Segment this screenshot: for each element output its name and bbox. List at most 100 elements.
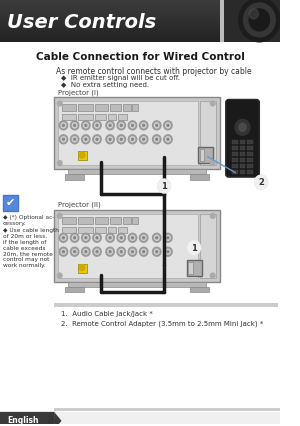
Circle shape — [83, 249, 88, 254]
Circle shape — [140, 247, 148, 256]
Bar — [240, 158, 245, 162]
Text: Projector (I): Projector (I) — [58, 89, 99, 96]
Circle shape — [233, 103, 252, 122]
Bar — [0, 17, 280, 18]
Bar — [220, 0, 224, 44]
Circle shape — [130, 137, 135, 142]
Circle shape — [164, 135, 172, 144]
Bar — [247, 140, 253, 144]
Bar — [0, 39, 280, 40]
Bar — [222, 0, 280, 44]
Circle shape — [83, 123, 88, 128]
Circle shape — [131, 251, 134, 253]
Bar — [188, 262, 193, 273]
Circle shape — [152, 121, 161, 130]
Circle shape — [164, 233, 172, 242]
Text: 2: 2 — [258, 178, 264, 187]
Circle shape — [59, 121, 68, 130]
Bar — [232, 170, 238, 174]
Text: 26: 26 — [46, 416, 56, 425]
Circle shape — [166, 249, 170, 254]
Circle shape — [93, 233, 101, 242]
Bar — [190, 174, 209, 180]
Circle shape — [70, 135, 79, 144]
Bar — [0, 4, 280, 5]
Bar — [0, 29, 280, 30]
Circle shape — [156, 251, 158, 253]
Bar — [58, 101, 198, 165]
Circle shape — [130, 123, 135, 128]
Circle shape — [117, 135, 125, 144]
Circle shape — [82, 233, 90, 242]
Bar — [240, 152, 245, 156]
Circle shape — [106, 247, 114, 256]
Circle shape — [141, 235, 146, 240]
Circle shape — [85, 124, 87, 127]
Circle shape — [95, 249, 99, 254]
Circle shape — [141, 249, 146, 254]
Bar — [247, 152, 253, 156]
Circle shape — [57, 273, 62, 278]
Circle shape — [117, 233, 125, 242]
Bar — [232, 152, 238, 156]
Bar — [232, 140, 238, 144]
Circle shape — [109, 251, 111, 253]
Text: ◆  No extra setting need.: ◆ No extra setting need. — [61, 81, 149, 88]
Circle shape — [119, 123, 124, 128]
Circle shape — [74, 251, 76, 253]
Bar — [0, 27, 280, 28]
Bar — [78, 151, 87, 160]
Circle shape — [128, 135, 137, 144]
Bar — [58, 214, 198, 278]
Bar — [240, 140, 245, 144]
Bar — [247, 158, 253, 162]
Bar — [0, 40, 280, 41]
Circle shape — [130, 249, 135, 254]
Circle shape — [85, 237, 87, 239]
Circle shape — [59, 247, 68, 256]
Bar — [78, 227, 93, 233]
Bar — [0, 38, 280, 39]
Circle shape — [74, 124, 76, 127]
Bar — [61, 115, 76, 121]
Circle shape — [74, 237, 76, 239]
FancyBboxPatch shape — [0, 412, 54, 426]
Bar — [95, 227, 106, 233]
Circle shape — [239, 0, 280, 42]
Bar — [0, 12, 280, 13]
Circle shape — [128, 121, 137, 130]
Circle shape — [158, 179, 171, 193]
Circle shape — [141, 137, 146, 142]
Circle shape — [57, 101, 62, 106]
Circle shape — [154, 249, 159, 254]
Circle shape — [108, 235, 112, 240]
Bar — [0, 35, 280, 36]
Bar — [232, 158, 238, 162]
Circle shape — [59, 233, 68, 242]
Bar — [0, 9, 280, 10]
Bar — [0, 11, 280, 12]
Circle shape — [164, 121, 172, 130]
Circle shape — [61, 249, 66, 254]
Circle shape — [143, 124, 145, 127]
Bar — [240, 170, 245, 174]
Circle shape — [106, 233, 114, 242]
Bar — [61, 217, 76, 224]
Circle shape — [166, 235, 170, 240]
Bar — [0, 14, 280, 15]
Circle shape — [96, 124, 98, 127]
Circle shape — [119, 235, 124, 240]
Bar — [232, 146, 238, 150]
Circle shape — [70, 233, 79, 242]
Bar — [110, 217, 121, 224]
Circle shape — [72, 123, 77, 128]
Circle shape — [154, 123, 159, 128]
Bar — [200, 149, 204, 161]
Bar — [61, 227, 76, 233]
Bar — [0, 8, 280, 9]
Circle shape — [57, 161, 62, 166]
Circle shape — [120, 237, 122, 239]
Bar — [0, 33, 280, 34]
Circle shape — [61, 235, 66, 240]
Circle shape — [93, 135, 101, 144]
